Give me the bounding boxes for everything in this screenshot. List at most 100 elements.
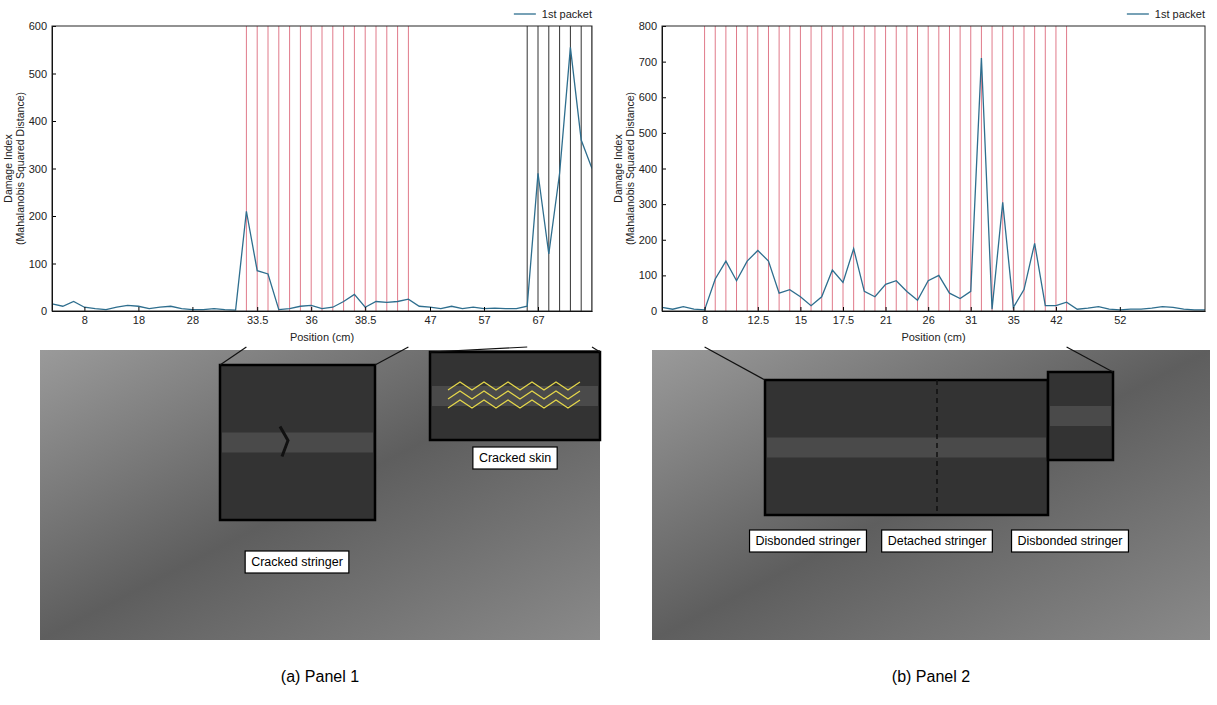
region-line	[408, 26, 409, 311]
photo-detail	[220, 352, 600, 520]
region-line	[992, 26, 993, 311]
inset-stringer	[432, 386, 598, 406]
region-line	[538, 26, 539, 311]
crack-trace	[448, 382, 580, 390]
y-tick-mark	[662, 169, 666, 170]
annotation-label: Disbonded stringer	[1018, 534, 1123, 548]
x-tick: 52	[1114, 307, 1126, 326]
annotation: Disbonded stringer	[750, 530, 867, 552]
photo-area	[40, 350, 600, 640]
y-tick-label: 600	[29, 20, 47, 32]
y-tick-label: 200	[639, 234, 657, 246]
region-line	[960, 26, 961, 311]
x-tick: 35	[1008, 307, 1020, 326]
y-tick-label: 0	[651, 305, 657, 317]
leader-line	[705, 347, 765, 380]
legend: 1st packet	[514, 8, 592, 20]
x-tick-mark	[138, 307, 139, 311]
y-tick-label: 500	[639, 127, 657, 139]
legend: 1st packet	[1127, 8, 1205, 20]
y-tick-mark	[662, 204, 666, 205]
x-tick-mark	[800, 307, 801, 311]
x-tick-mark	[1120, 307, 1121, 311]
x-tick-mark	[971, 307, 972, 311]
x-tick-label: 35	[1008, 314, 1020, 326]
y-tick-mark	[52, 264, 56, 265]
y-tick-mark	[52, 74, 56, 75]
x-tick-label: 26	[923, 314, 935, 326]
region-line	[864, 26, 865, 311]
y-tick-label: 100	[29, 258, 47, 270]
x-tick: 21	[880, 307, 892, 326]
region-line	[332, 26, 333, 311]
annotation-box	[473, 447, 557, 469]
x-tick: 33.5	[247, 307, 268, 326]
x-tick-mark	[192, 307, 193, 311]
y-tick-label: 500	[29, 68, 47, 80]
region-line	[397, 26, 398, 311]
x-tick: 8	[702, 307, 708, 326]
plot-background	[662, 26, 1205, 311]
x-tick: 26	[923, 307, 935, 326]
plot-frame	[662, 26, 1205, 311]
annotation-box	[1012, 530, 1129, 552]
annotation-box	[750, 530, 867, 552]
x-tick: 18	[133, 307, 145, 326]
region-line	[811, 26, 812, 311]
y-tick-label: 400	[639, 163, 657, 175]
inset-stringer	[222, 433, 373, 453]
annotation: Cracked stringer	[245, 551, 349, 573]
x-tick-label: 52	[1114, 314, 1126, 326]
figure: 01002003004005006008182833.53638.5475767…	[0, 0, 1217, 705]
x-tick-label: 8	[702, 314, 708, 326]
x-tick-mark	[257, 307, 258, 311]
x-tick-mark	[1056, 307, 1057, 311]
x-tick-label: 28	[187, 314, 199, 326]
region-line	[1002, 26, 1003, 311]
region-line	[874, 26, 875, 311]
y-tick-mark	[662, 133, 666, 134]
x-axis: 8182833.53638.5475767	[53, 307, 593, 326]
x-tick: 42	[1050, 307, 1062, 326]
x-tick: 31	[965, 307, 977, 326]
region-line	[548, 26, 549, 311]
x-tick-label: 67	[532, 314, 544, 326]
x-tick: 38.5	[355, 307, 376, 326]
photo-area	[652, 350, 1210, 640]
region-line	[278, 26, 279, 311]
y-axis-title: (Mahalanobis Squared Distance)	[14, 92, 26, 245]
y-tick-mark	[662, 240, 666, 241]
region-line	[527, 26, 528, 311]
region-line	[1045, 26, 1046, 311]
x-tick: 28	[187, 307, 199, 326]
x-axis-title: Position (cm)	[901, 331, 965, 343]
y-tick-label: 200	[29, 210, 47, 222]
y-axis-title: (Mahalanobis Squared Distance)	[624, 92, 636, 245]
x-tick-label: 18	[133, 314, 145, 326]
region-line	[906, 26, 907, 311]
x-tick: 12.5	[748, 307, 769, 326]
leader-line	[375, 347, 408, 365]
region-line	[715, 26, 716, 311]
x-tick-mark	[705, 307, 706, 311]
x-tick-label: 21	[880, 314, 892, 326]
y-tick-mark	[52, 216, 56, 217]
x-tick: 15	[795, 307, 807, 326]
region-line	[800, 26, 801, 311]
legend-label: 1st packet	[1155, 8, 1205, 20]
annotation: Disbonded stringer	[1012, 530, 1129, 552]
crack-trace	[448, 391, 580, 399]
x-tick-mark	[758, 307, 759, 311]
plot-frame	[52, 26, 592, 311]
annotation: Detached stringer	[882, 530, 993, 552]
region-line	[246, 26, 247, 311]
region-line	[789, 26, 790, 311]
x-tick-label: 8	[82, 314, 88, 326]
region-line	[300, 26, 301, 311]
region-line	[581, 26, 582, 311]
annotation-label: Cracked stringer	[251, 555, 343, 569]
region-line	[343, 26, 344, 311]
x-tick-mark	[886, 307, 887, 311]
inset-box	[765, 380, 1048, 515]
region-line	[970, 26, 971, 311]
